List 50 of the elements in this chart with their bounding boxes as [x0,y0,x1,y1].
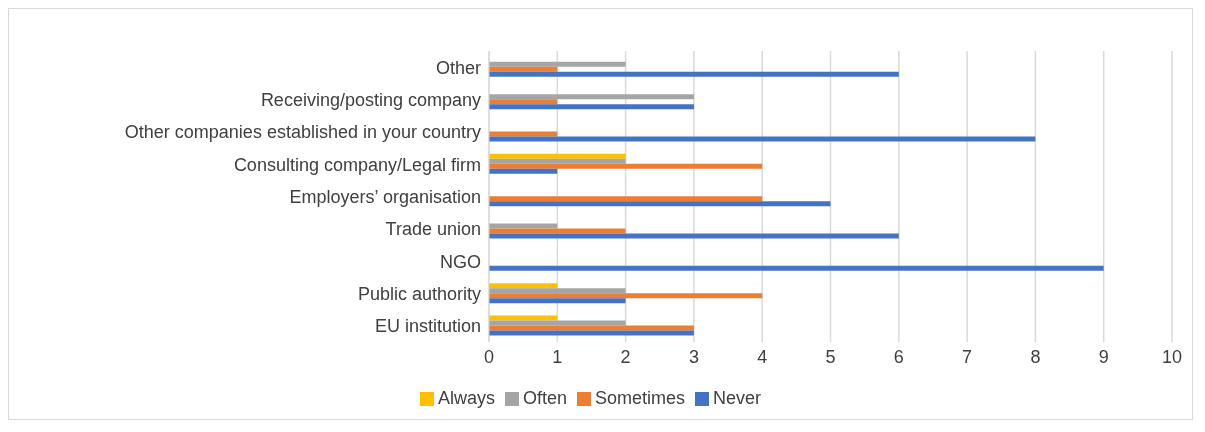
y-tick-label: Consulting company/Legal firm [233,154,481,175]
bar [489,71,899,77]
bar [489,94,694,100]
y-tick-label: Other [435,57,481,78]
bar [489,288,626,294]
x-tick-label: 10 [1161,346,1183,367]
x-tick-label: 3 [688,346,699,367]
bar [489,330,694,336]
x-tick-label: 4 [757,346,768,367]
bar [489,136,1036,142]
bar [489,201,831,207]
bar [489,168,558,174]
x-tick-label: 5 [825,346,836,367]
bar [489,228,626,234]
bar [489,99,558,105]
x-tick-label: 6 [893,346,904,367]
y-tick-label: NGO [439,251,481,272]
bar [489,325,694,331]
bar [489,265,1104,271]
bar [489,131,558,137]
x-tick-label: 9 [1098,346,1109,367]
legend-label: Often [522,388,567,408]
bar [489,283,558,289]
x-tick-label: 8 [1030,346,1041,367]
y-tick-label: Receiving/posting company [260,89,481,110]
bar [489,104,694,110]
y-tick-label: EU institution [374,316,481,337]
x-tick-label: 0 [483,346,495,367]
bar [489,320,626,326]
bar [489,223,558,229]
bar [489,153,626,159]
bar [489,158,626,164]
bar [489,66,558,72]
bar [489,196,763,202]
bar [489,315,558,321]
bar [489,61,626,67]
bar [489,163,763,169]
bar [489,233,899,239]
legend-label: Always [437,388,495,408]
x-tick-label: 1 [552,346,563,367]
x-tick-label: 7 [962,346,973,367]
y-tick-label: Employers’ organisation [289,186,481,207]
y-tick-label: Trade union [385,219,481,240]
legend-label: Never [713,388,762,408]
bar [489,293,763,299]
y-tick-label: Public authority [357,283,481,304]
x-tick-label: 2 [620,346,631,367]
y-tick-label: Other companies established in your country [124,122,481,143]
legend-label: Sometimes [595,388,686,408]
bar [489,298,626,304]
